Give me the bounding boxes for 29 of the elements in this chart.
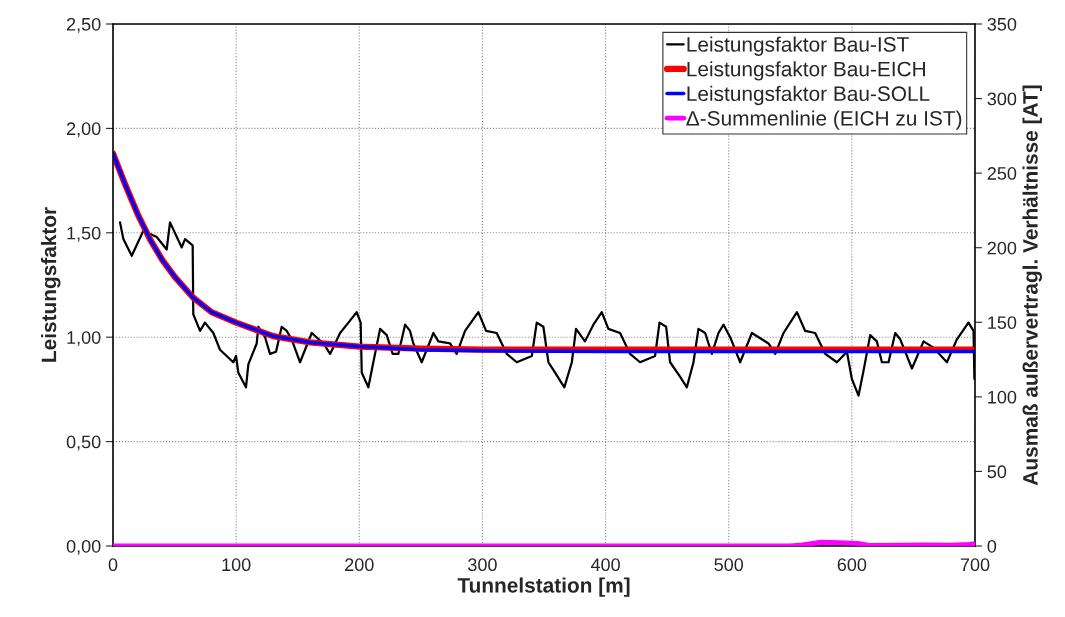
legend-label: Leistungsfaktor Bau-SOLL (687, 85, 930, 106)
x-tick-label: 400 (590, 558, 620, 572)
x-tick-label: 100 (222, 558, 251, 572)
y-tick-label: 2,50 (66, 17, 101, 33)
y2-tick-label: 0 (987, 539, 997, 553)
legend-label: Leistungsfaktor Bau-EICH (687, 61, 925, 81)
y2-tick-label: 200 (987, 241, 1017, 255)
y2-tick-label: 100 (988, 390, 1017, 404)
x-tick-label: 300 (468, 558, 497, 572)
x-tick-label: 200 (345, 558, 374, 572)
y-tick-label: 0,00 (66, 539, 101, 555)
y-tick-label: 1,00 (67, 331, 101, 347)
y2-tick-label: 50 (987, 465, 1007, 479)
y2-tick-label: 300 (987, 92, 1017, 106)
y2-axis-title: Ausmaß außervertragl. Verhältnisse [AT] (1022, 85, 1042, 486)
y-tick-label: 2,00 (66, 122, 101, 138)
x-tick-label: 700 (960, 558, 990, 572)
x-axis-title: Tunnelstation [m] (457, 577, 630, 597)
y-tick-label: 1,50 (67, 226, 101, 242)
y2-tick-label: 250 (987, 167, 1017, 180)
legend-label: Leistungsfaktor Bau-IST (687, 36, 909, 56)
y2-tick-label: 150 (988, 316, 1017, 330)
legend-label: Δ-Summenlinie (EICH zu IST) (686, 110, 962, 130)
x-tick-label: 0 (108, 558, 118, 572)
y-axis-title: Leistungsfaktor (40, 207, 61, 362)
x-tick-label: 500 (714, 558, 744, 572)
y2-tick-label: 350 (987, 17, 1017, 31)
y-tick-label: 0,50 (66, 435, 101, 451)
x-tick-label: 600 (837, 558, 867, 572)
